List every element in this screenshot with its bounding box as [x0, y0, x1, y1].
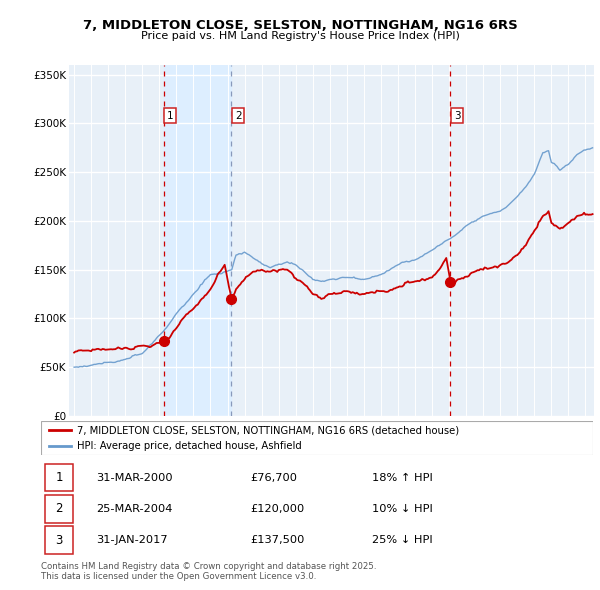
Text: 2: 2: [55, 502, 63, 516]
Text: 31-MAR-2000: 31-MAR-2000: [96, 473, 173, 483]
Text: £120,000: £120,000: [251, 504, 305, 514]
Text: £137,500: £137,500: [251, 535, 305, 545]
FancyBboxPatch shape: [45, 495, 73, 523]
Text: HPI: Average price, detached house, Ashfield: HPI: Average price, detached house, Ashf…: [77, 441, 301, 451]
Text: 7, MIDDLETON CLOSE, SELSTON, NOTTINGHAM, NG16 6RS: 7, MIDDLETON CLOSE, SELSTON, NOTTINGHAM,…: [83, 19, 517, 32]
Text: 3: 3: [454, 111, 461, 121]
Text: 18% ↑ HPI: 18% ↑ HPI: [372, 473, 433, 483]
Text: 2: 2: [235, 111, 241, 121]
Text: 3: 3: [55, 533, 63, 546]
Text: 1: 1: [167, 111, 173, 121]
Text: 1: 1: [55, 471, 63, 484]
FancyBboxPatch shape: [45, 526, 73, 553]
FancyBboxPatch shape: [41, 421, 593, 455]
Text: 7, MIDDLETON CLOSE, SELSTON, NOTTINGHAM, NG16 6RS (detached house): 7, MIDDLETON CLOSE, SELSTON, NOTTINGHAM,…: [77, 425, 459, 435]
Text: £76,700: £76,700: [251, 473, 298, 483]
Text: 25-MAR-2004: 25-MAR-2004: [96, 504, 172, 514]
Bar: [164, 65, 232, 416]
FancyBboxPatch shape: [45, 464, 73, 491]
Text: 25% ↓ HPI: 25% ↓ HPI: [372, 535, 433, 545]
Text: 10% ↓ HPI: 10% ↓ HPI: [372, 504, 433, 514]
Text: Contains HM Land Registry data © Crown copyright and database right 2025.
This d: Contains HM Land Registry data © Crown c…: [41, 562, 376, 581]
Text: Price paid vs. HM Land Registry's House Price Index (HPI): Price paid vs. HM Land Registry's House …: [140, 31, 460, 41]
Text: 31-JAN-2017: 31-JAN-2017: [96, 535, 167, 545]
